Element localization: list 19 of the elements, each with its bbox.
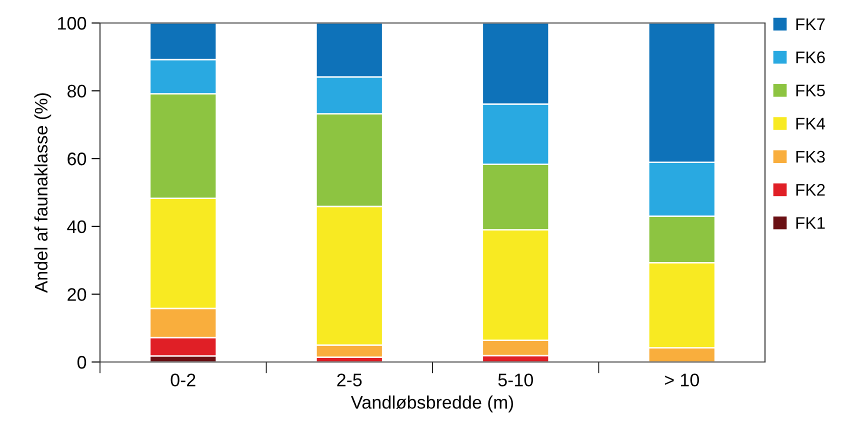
x-axis-title: Vandløbsbredde (m) — [350, 396, 514, 412]
legend-label: FK1 — [796, 217, 825, 229]
legend-label: FK5 — [796, 84, 825, 96]
x-tick-label: 0-2 — [170, 374, 196, 386]
legend-label: FK7 — [796, 18, 825, 30]
y-tick-label: 20 — [68, 288, 86, 301]
legend-label: FK2 — [796, 184, 825, 196]
y-tick-label: 60 — [68, 152, 86, 166]
x-tick-label: 5-10 — [498, 374, 533, 386]
legend-label: FK3 — [796, 150, 825, 163]
x-tick-label: > 10 — [664, 374, 699, 386]
y-tick-label: 100 — [58, 16, 86, 30]
y-tick-label: 80 — [68, 84, 86, 98]
x-tick-label: 2-5 — [337, 374, 362, 386]
y-axis-title: Andel af faunaklasse (%) — [34, 93, 52, 293]
y-tick-label: 40 — [67, 220, 86, 234]
legend-label: FK4 — [796, 118, 826, 130]
y-tick-label: 0 — [77, 356, 86, 369]
legend-label: FK6 — [796, 51, 825, 64]
